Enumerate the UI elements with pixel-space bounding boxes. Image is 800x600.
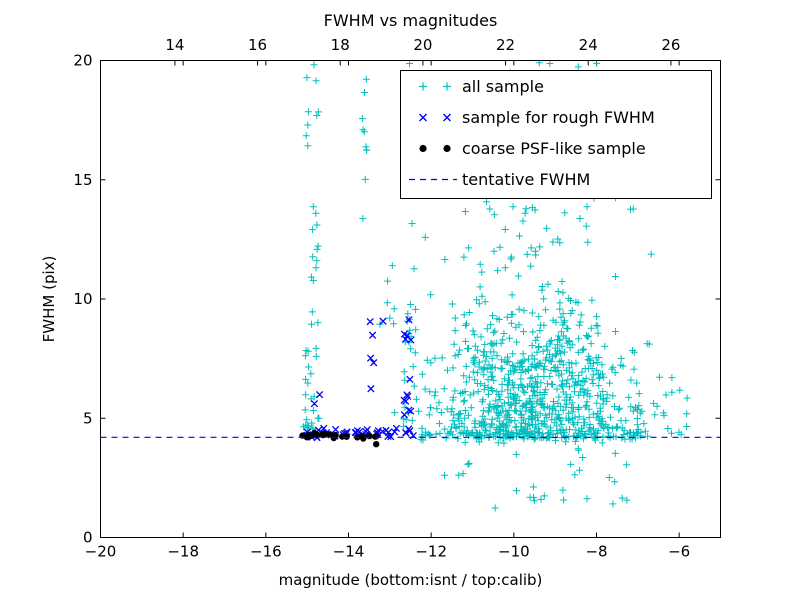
top-x-tick-label: 14 (165, 36, 184, 54)
x-tick-label: −14 (333, 543, 365, 561)
y-axis-tick-labels: 0 5 10 15 20 (73, 52, 92, 547)
chart-title: FWHM vs magnitudes (324, 11, 498, 30)
x-axis-label: magnitude (bottom:isnt / top:calib) (279, 571, 543, 589)
legend-label: all sample (462, 77, 544, 96)
top-x-tick-label: 20 (413, 36, 432, 54)
legend-marker-dot-icon (419, 144, 427, 153)
legend-label: sample for rough FWHM (462, 108, 655, 127)
y-tick-label: 5 (83, 409, 93, 427)
x-tick-label: −6 (668, 543, 690, 561)
legend-marker-plus-icon (443, 82, 451, 91)
legend-marker-dot-icon (443, 144, 451, 153)
x-tick-label: −10 (498, 543, 530, 561)
legend-marker-x-icon (419, 113, 427, 122)
legend: all sample sample for rough FWHM coarse PS… (400, 70, 712, 199)
legend-entry: tentative FWHM (409, 170, 590, 189)
legend-marker-x-icon (443, 113, 451, 122)
x-tick-label: −8 (585, 543, 607, 561)
legend-entry: all sample (419, 77, 544, 96)
legend-box (400, 70, 712, 199)
y-tick-label: 20 (73, 52, 92, 70)
top-x-tick-label: 22 (496, 36, 515, 54)
y-tick-label: 10 (73, 290, 92, 308)
y-axis-label: FWHM (pix) (40, 256, 58, 343)
x-axis-bottom-tick-labels: −20 −18 −16 −14 −12 −10 −8 −6 (85, 543, 691, 561)
x-axis-bottom-ticks (100, 60, 680, 538)
top-x-tick-label: 16 (248, 36, 267, 54)
x-axis-top-ticks (174, 60, 672, 66)
x-axis-top-tick-labels: 14 16 18 20 22 24 26 (165, 36, 680, 54)
top-x-tick-label: 24 (579, 36, 598, 54)
legend-marker-plus-icon (419, 82, 427, 91)
legend-label: tentative FWHM (462, 170, 590, 189)
top-x-tick-label: 26 (661, 36, 680, 54)
plot-frame (100, 60, 721, 538)
y-tick-label: 15 (73, 171, 92, 189)
legend-entry: coarse PSF-like sample (419, 139, 646, 158)
legend-label: coarse PSF-like sample (462, 139, 646, 158)
x-tick-label: −18 (167, 543, 199, 561)
x-tick-label: −16 (250, 543, 282, 561)
x-tick-label: −12 (415, 543, 447, 561)
x-tick-label: −20 (85, 543, 117, 561)
top-x-tick-label: 18 (331, 36, 350, 54)
y-tick-label: 0 (83, 529, 93, 547)
legend-entry: sample for rough FWHM (419, 108, 655, 127)
